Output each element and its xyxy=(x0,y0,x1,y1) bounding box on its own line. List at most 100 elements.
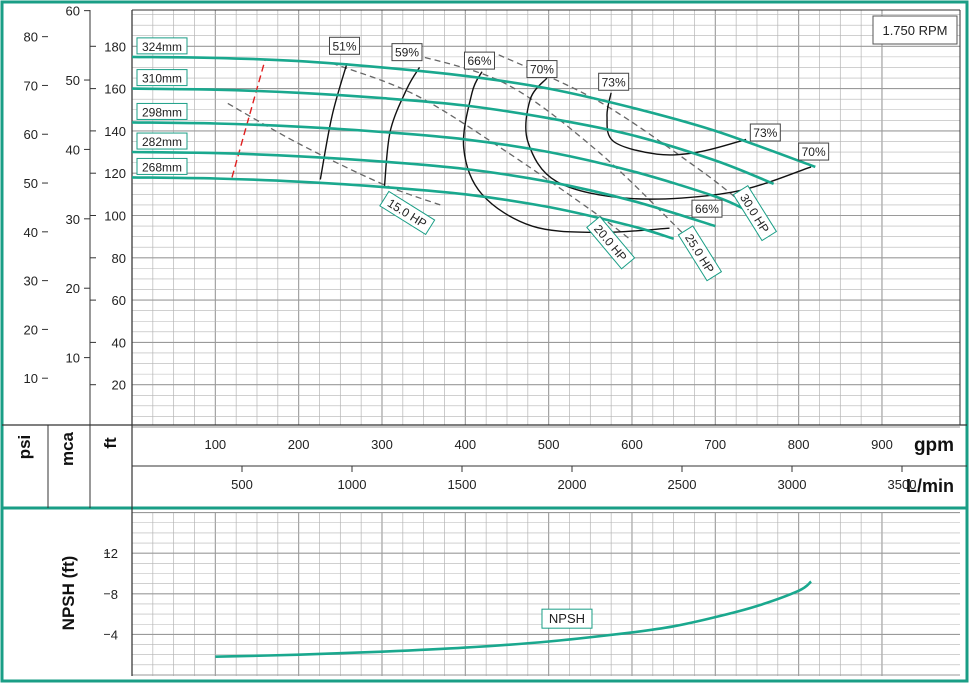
head-curve-324mm xyxy=(131,55,816,169)
gpm-tick-label: 500 xyxy=(538,437,560,452)
lmin-tick-label: 1500 xyxy=(448,477,477,492)
gpm-axis-unit: gpm xyxy=(914,435,954,456)
speed-label: 1.750 RPM xyxy=(882,23,947,38)
impeller-label-box xyxy=(136,157,188,175)
gpm-tick-label: 200 xyxy=(288,437,310,452)
efficiency-curve-1 xyxy=(383,67,421,186)
lmin-tick-label: 3500 xyxy=(888,477,917,492)
power-label-box xyxy=(379,190,436,236)
lmin-tick-label: 2500 xyxy=(668,477,697,492)
gpm-tick-label: 900 xyxy=(871,437,893,452)
impeller-label: 282mm xyxy=(142,135,182,149)
efficiency-label-box xyxy=(328,36,360,55)
impeller-label-box xyxy=(136,132,188,150)
power-label-box xyxy=(677,225,723,282)
impeller-label: 310mm xyxy=(142,72,182,86)
efficiency-label-box xyxy=(598,72,630,91)
lmin-axis-unit: L/min xyxy=(906,476,954,496)
gpm-tick-label: 100 xyxy=(204,437,226,452)
psi-tick-label: 10 xyxy=(24,371,38,386)
npsh-tick-label: 4 xyxy=(111,627,118,642)
head-curves-layer xyxy=(131,55,816,241)
psi-tick-label: 80 xyxy=(24,30,38,45)
power-curve-2 xyxy=(415,54,683,233)
efficiency-label-box xyxy=(391,43,423,62)
mca-tick-label: 50 xyxy=(66,73,80,88)
power-label-box xyxy=(586,215,636,270)
power-label-group: 30.0 HP xyxy=(732,185,778,242)
psi-tick-label: 70 xyxy=(24,78,38,93)
mca-axis-label: mca xyxy=(58,431,77,466)
npsh-series-label: NPSH xyxy=(549,611,585,626)
mca-tick-label: 20 xyxy=(66,281,80,296)
efficiency-label: 51% xyxy=(332,39,356,53)
ft-tick-label: 60 xyxy=(112,293,126,308)
mca-tick-label: 60 xyxy=(66,4,80,19)
efficiency-label: 59% xyxy=(395,46,419,60)
impeller-label-box xyxy=(136,37,188,55)
mca-tick-label: 40 xyxy=(66,142,80,157)
efficiency-label: 66% xyxy=(467,54,491,68)
npsh-tick-label: 12 xyxy=(104,546,118,561)
gpm-tick-label: 400 xyxy=(454,437,476,452)
gpm-tick-label: 600 xyxy=(621,437,643,452)
impeller-label: 298mm xyxy=(142,105,182,119)
psi-axis-label: psi xyxy=(15,435,34,460)
power-curve-0 xyxy=(227,102,441,206)
efficiency-curve-3 xyxy=(525,77,812,200)
npsh-tick-label: 8 xyxy=(111,587,118,602)
npsh-axis-label: NPSH (ft) xyxy=(59,556,78,631)
efficiency-label-box xyxy=(749,123,781,142)
npsh-series-label-box xyxy=(541,608,593,629)
efficiency-curve-0 xyxy=(319,63,348,180)
head-curve-282mm xyxy=(131,150,716,228)
psi-tick-label: 50 xyxy=(24,176,38,191)
ft-tick-label: 100 xyxy=(104,209,126,224)
mca-tick-label: 10 xyxy=(66,351,80,366)
ft-tick-label: 180 xyxy=(104,39,126,54)
axes-layer: 20 40 60 80 100 120 140 160 180 10 20 30 40 50 60 10 20 3… xyxy=(15,4,954,496)
efficiency-label: 73% xyxy=(602,75,626,89)
efficiency-label-box xyxy=(798,142,830,161)
power-label-group: 15.0 HP xyxy=(379,190,436,236)
lmin-tick-label: 500 xyxy=(231,477,253,492)
ft-tick-label: 20 xyxy=(112,378,126,393)
gpm-tick-label: 300 xyxy=(371,437,393,452)
impeller-label: 268mm xyxy=(142,160,182,174)
efficiency-label: 70% xyxy=(802,145,826,159)
gpm-tick-label: 700 xyxy=(704,437,726,452)
efficiency-label-box xyxy=(463,51,495,70)
lmin-tick-label: 3000 xyxy=(778,477,807,492)
head-curve-268mm xyxy=(131,176,674,241)
efficiency-label: 66% xyxy=(695,202,719,216)
ft-tick-label: 80 xyxy=(112,251,126,266)
head-curve-298mm xyxy=(131,121,750,213)
ft-axis-label: ft xyxy=(101,437,120,449)
npsh-layer: 4 8 12 NPSH (ft) NPSH xyxy=(59,546,812,658)
psi-tick-label: 30 xyxy=(24,274,38,289)
psi-tick-label: 40 xyxy=(24,225,38,240)
gpm-tick-label: 800 xyxy=(788,437,810,452)
ft-tick-label: 140 xyxy=(104,124,126,139)
speed-box xyxy=(872,15,958,45)
npsh-curve xyxy=(215,580,812,658)
mca-tick-label: 30 xyxy=(66,212,80,227)
lmin-tick-label: 1000 xyxy=(338,477,367,492)
ft-tick-label: 160 xyxy=(104,82,126,97)
efficiency-label-box xyxy=(691,199,723,218)
ft-tick-label: 40 xyxy=(112,335,126,350)
head-curve-310mm xyxy=(131,87,775,186)
psi-tick-label: 20 xyxy=(24,322,38,337)
efficiency-label-box xyxy=(526,60,558,79)
impeller-label: 324mm xyxy=(142,40,182,54)
impeller-label-box xyxy=(136,102,188,120)
power-label-box xyxy=(732,185,778,242)
efficiency-label: 73% xyxy=(753,126,777,140)
lmin-tick-label: 2000 xyxy=(558,477,587,492)
impeller-label-box xyxy=(136,69,188,87)
